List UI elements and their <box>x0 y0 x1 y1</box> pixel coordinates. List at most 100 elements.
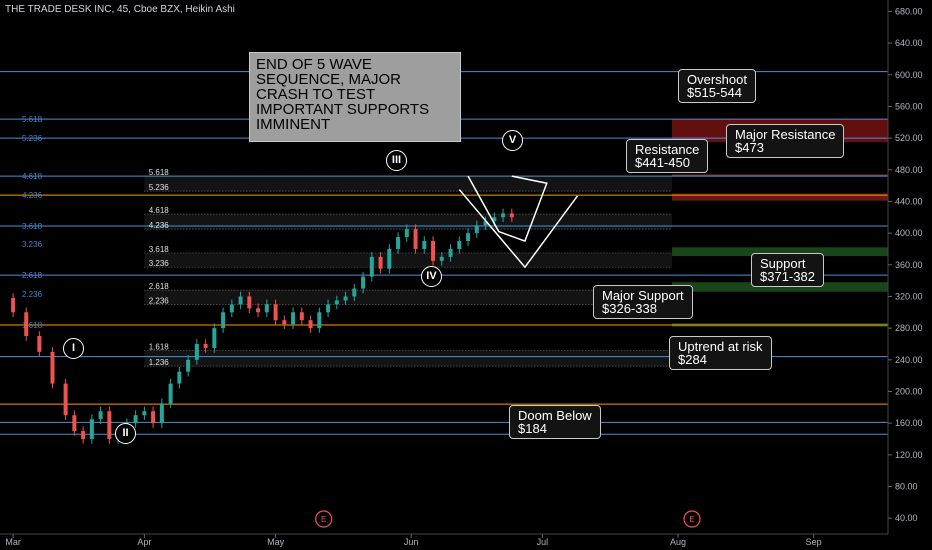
fib-band <box>144 290 673 305</box>
fib-label-blue: 5.618 <box>22 115 43 124</box>
fib-band <box>144 176 673 192</box>
fib-label-blue: 4.618 <box>22 172 43 181</box>
label-support-title: Support <box>760 256 806 271</box>
y-tick-label: 80.00 <box>895 481 918 491</box>
wave-marker-iv[interactable]: IV <box>421 266 442 287</box>
y-tick-label: 680.00 <box>895 6 923 16</box>
candle-body <box>361 276 366 289</box>
zone-band <box>672 247 888 257</box>
candle-body <box>326 304 331 313</box>
fib-label-white: 3.618 <box>149 245 170 254</box>
fib-label-blue: 5.236 <box>22 134 43 143</box>
candle-body <box>334 300 339 305</box>
fib-band <box>144 214 673 230</box>
candle-body <box>168 383 173 404</box>
fib-label-white: 1.236 <box>149 358 170 367</box>
x-tick-label: Sep <box>806 537 822 547</box>
candle-body <box>247 296 252 309</box>
wave-marker-iii[interactable]: III <box>386 150 407 171</box>
label-doom-value: $184 <box>518 421 547 436</box>
label-resistance[interactable]: Resistance $441-450 <box>626 139 709 173</box>
candle-body <box>431 241 436 261</box>
label-overshoot-value: $515-544 <box>687 85 742 100</box>
fib-label-blue: 4.236 <box>22 191 43 200</box>
candle-body <box>291 312 296 325</box>
candle-body <box>229 304 234 313</box>
candle-body <box>194 343 199 360</box>
wave-marker-ii[interactable]: II <box>115 423 136 444</box>
fib-label-blue: 2.236 <box>22 290 43 299</box>
label-major-support[interactable]: Major Support $326-338 <box>593 285 693 319</box>
label-uptrend-value: $284 <box>678 352 707 367</box>
candle-body <box>50 351 55 384</box>
label-overshoot[interactable]: Overshoot $515-544 <box>678 69 756 103</box>
earnings-marker-label: E <box>689 515 694 524</box>
label-overshoot-title: Overshoot <box>687 72 747 87</box>
candle-body <box>369 256 374 277</box>
label-major-resistance-title: Major Resistance <box>735 127 836 142</box>
fib-label-white: 4.618 <box>149 206 170 215</box>
candle-body <box>89 419 94 439</box>
candle-body <box>11 298 16 313</box>
candle-body <box>98 411 103 420</box>
label-major-support-value: $326-338 <box>602 301 657 316</box>
wave-marker-i[interactable]: I <box>63 338 84 359</box>
x-tick-label: Aug <box>670 537 686 547</box>
candle-body <box>448 248 453 257</box>
y-tick-label: 160.00 <box>895 418 923 428</box>
x-tick-label: Jul <box>537 537 549 547</box>
label-uptrend[interactable]: Uptrend at risk $284 <box>669 336 772 370</box>
candle-body <box>221 312 226 329</box>
label-support[interactable]: Support $371-382 <box>751 253 824 287</box>
candle-body <box>422 241 427 249</box>
fib-label-white: 5.618 <box>149 168 170 177</box>
x-tick-label: Mar <box>5 537 21 547</box>
y-tick-label: 440.00 <box>895 196 923 206</box>
candle-body <box>81 431 86 439</box>
projection-path <box>467 175 548 242</box>
label-doom[interactable]: Doom Below $184 <box>509 405 601 439</box>
earnings-marker <box>683 510 701 528</box>
y-tick-label: 360.00 <box>895 260 923 270</box>
fib-band <box>144 252 673 268</box>
label-resistance-value: $441-450 <box>635 155 690 170</box>
candle-body <box>509 213 514 218</box>
candle-body <box>177 371 182 384</box>
y-tick-label: 560.00 <box>895 101 923 111</box>
x-tick-label: Jun <box>404 537 419 547</box>
label-doom-title: Doom Below <box>518 408 592 423</box>
candle-body <box>474 225 479 234</box>
candle-body <box>186 359 191 372</box>
candle-body <box>413 229 418 249</box>
zone-band <box>672 174 888 177</box>
earnings-marker-label: E <box>321 515 326 524</box>
y-tick-label: 480.00 <box>895 165 923 175</box>
candle-body <box>299 312 304 321</box>
fib-band <box>144 350 673 367</box>
candle-body <box>37 336 42 352</box>
candle-body <box>238 296 243 305</box>
chart-title: THE TRADE DESK INC, 45, Cboe BZX, Heikin… <box>5 4 235 15</box>
label-major-resistance[interactable]: Major Resistance $473 <box>726 124 845 158</box>
y-tick-label: 280.00 <box>895 323 923 333</box>
candle-body <box>308 320 313 329</box>
fib-label-white: 3.236 <box>149 259 170 268</box>
y-tick-label: 120.00 <box>895 450 923 460</box>
label-major-support-title: Major Support <box>602 288 684 303</box>
x-tick-label: May <box>267 537 285 547</box>
fib-label-blue: 3.618 <box>22 222 43 231</box>
candle-body <box>133 415 138 424</box>
candle-body <box>151 411 156 424</box>
fib-label-white: 1.618 <box>149 342 170 351</box>
y-tick-label: 600.00 <box>895 70 923 80</box>
annotation-note[interactable]: END OF 5 WAVE SEQUENCE, MAJOR CRASH TO T… <box>249 52 461 142</box>
candle-body <box>352 288 357 297</box>
candle-body <box>387 248 392 269</box>
y-tick-label: 520.00 <box>895 133 923 143</box>
candle-body <box>63 383 68 416</box>
candle-body <box>492 217 497 222</box>
candle-body <box>256 308 261 313</box>
fib-label-blue: 1.618 <box>22 321 43 330</box>
wave-marker-v[interactable]: V <box>502 130 523 151</box>
projection-path <box>458 189 579 269</box>
